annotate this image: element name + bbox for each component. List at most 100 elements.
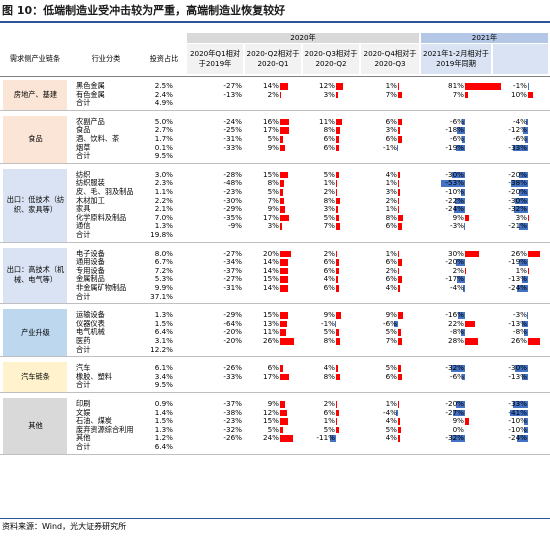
value-jf: -30% xyxy=(445,169,464,179)
value-jf: -22% xyxy=(445,195,464,205)
negative-bar xyxy=(525,136,528,143)
industry-name: 非金属矿物制品 xyxy=(76,283,127,292)
table-row: 烟草 0.1% -33% 9% 6% -1% -19% -33% xyxy=(0,142,550,153)
positive-bar xyxy=(398,426,401,434)
industry-name: 橡胶、塑料 xyxy=(76,371,112,381)
negative-bar xyxy=(514,365,528,372)
negative-bar xyxy=(457,276,465,283)
value-q121: -30% xyxy=(508,195,527,205)
group-label-cell xyxy=(3,309,67,357)
investment-share: 12.2% xyxy=(150,344,173,354)
positive-bar xyxy=(336,276,339,283)
value-q2: 26% xyxy=(263,336,279,345)
industry-name: 石油、煤炭 xyxy=(76,416,112,426)
value-q121: -12% xyxy=(508,125,527,135)
value-q2: 14% xyxy=(263,257,279,267)
negative-bar xyxy=(457,312,465,319)
investment-share: 3.4% xyxy=(154,371,173,381)
value-q121: -10% xyxy=(508,416,527,426)
industry-name: 合计 xyxy=(76,344,91,354)
industry-name: 合计 xyxy=(76,98,91,108)
table-row: 橡胶、塑料 3.4% -33% 17% 8% 6% -6% -13% xyxy=(0,371,550,382)
value-q4: 1% xyxy=(385,81,397,90)
value-q1: -9% xyxy=(228,221,242,231)
value-q2: 5% xyxy=(267,424,279,434)
negative-bar xyxy=(522,373,528,381)
bottom-rule xyxy=(0,518,550,519)
table-row: 农副产品 5.0% -24% 16% 11% 6% -6% -4% xyxy=(0,116,550,127)
value-q1: -27% xyxy=(223,81,242,90)
group-total-row: 合计 37.1% xyxy=(0,291,550,302)
value-q3: 5% xyxy=(323,327,335,337)
positive-bar xyxy=(280,267,288,275)
value-q3: 5% xyxy=(323,169,335,179)
investment-share: 8.0% xyxy=(154,248,173,258)
industry-name: 电气机械 xyxy=(76,327,105,337)
value-jf: 28% xyxy=(448,336,464,345)
positive-bar xyxy=(280,426,283,434)
value-q3: -1% xyxy=(321,318,335,328)
negative-bar xyxy=(397,144,398,152)
value-q3: 2% xyxy=(323,399,335,408)
value-q2: 17% xyxy=(263,212,279,222)
table-row: 木材加工 2.2% -30% 7% 8% 2% -22% -30% xyxy=(0,195,550,206)
value-q3: 9% xyxy=(323,310,335,320)
value-q121: 26% xyxy=(511,336,527,345)
value-q2: 14% xyxy=(263,283,279,292)
value-q121: -1% xyxy=(513,81,527,90)
table-row: 皮、毛、羽及制品 1.1% -23% 5% 2% 3% -10% -20% xyxy=(0,187,550,197)
positive-bar xyxy=(336,180,337,187)
negative-bar xyxy=(462,118,465,126)
positive-bar xyxy=(398,206,399,213)
value-q4: 9% xyxy=(385,310,397,320)
positive-bar xyxy=(280,250,291,258)
value-q3: 8% xyxy=(323,195,335,205)
value-q1: -31% xyxy=(223,134,242,143)
positive-bar xyxy=(528,338,540,345)
negative-bar xyxy=(335,320,336,328)
negative-bar xyxy=(450,365,465,372)
table-row: 废弃资源综合利用 1.3% -32% 5% 5% 5% 0% -10% xyxy=(0,424,550,435)
negative-bar xyxy=(513,206,528,213)
value-q2: 9% xyxy=(267,399,279,408)
group-total-row: 合计 9.5% xyxy=(0,152,550,161)
value-q2: 13% xyxy=(263,318,279,328)
value-q121: 3% xyxy=(515,212,527,222)
value-q4: 1% xyxy=(385,178,397,188)
value-jf: -19% xyxy=(445,142,464,152)
value-q4: 4% xyxy=(385,283,397,292)
positive-bar xyxy=(465,91,469,99)
value-q3: 1% xyxy=(323,416,335,426)
investment-share: 1.2% xyxy=(154,433,173,443)
value-jf: -16% xyxy=(445,310,464,320)
value-q3: 5% xyxy=(323,212,335,222)
industry-name: 合计 xyxy=(76,291,91,301)
positive-bar xyxy=(336,223,340,230)
positive-bar xyxy=(280,197,284,205)
value-q3: 8% xyxy=(323,336,335,345)
value-q4: 3% xyxy=(385,125,397,135)
value-q3: 3% xyxy=(323,204,335,214)
investment-share: 1.7% xyxy=(154,134,173,143)
value-q2: 2% xyxy=(267,89,279,99)
value-q1: -23% xyxy=(223,187,242,196)
investment-share: 5.0% xyxy=(154,116,173,126)
investment-share: 0.1% xyxy=(154,142,173,152)
value-q3: 12% xyxy=(319,81,335,90)
value-q3: 6% xyxy=(323,134,335,143)
value-q4: 5% xyxy=(385,327,397,337)
positive-bar xyxy=(280,206,285,213)
group-label-cell xyxy=(3,168,67,242)
value-q2: 9% xyxy=(267,204,279,214)
header-q3: 2020-Q3相对于2020-Q2 xyxy=(303,44,359,74)
value-jf: -32% xyxy=(445,363,464,373)
value-q1: -48% xyxy=(223,178,242,188)
value-q2: 3% xyxy=(267,221,279,231)
positive-bar xyxy=(336,401,338,408)
positive-bar xyxy=(336,171,339,179)
header-q2: 2020-Q2相对于2020-Q1 xyxy=(245,44,301,74)
table-row: 其他 1.2% -26% 24% -11% 4% -32% -24% xyxy=(0,434,550,443)
value-q2: 24% xyxy=(263,433,279,443)
investment-share: 3.1% xyxy=(154,336,173,345)
